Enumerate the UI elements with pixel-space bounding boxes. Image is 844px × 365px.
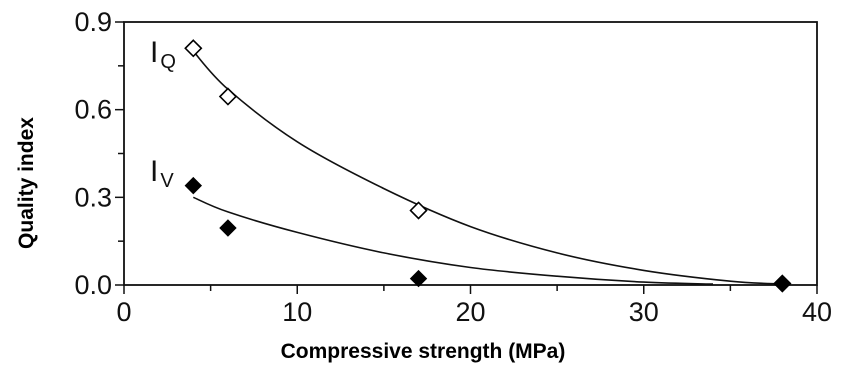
point-iv <box>409 269 428 288</box>
data-points <box>184 39 792 293</box>
x-tick-label: 0 <box>116 297 131 327</box>
y-tick-label: 0.9 <box>74 7 112 37</box>
trend-line-iq <box>192 50 783 285</box>
ticks: 0 10 20 30 40 0.0 0.3 0.6 0.9 <box>74 7 832 327</box>
x-tick-label: 10 <box>282 297 312 327</box>
trend-line-iv <box>192 196 714 285</box>
y-tick-label: 0.0 <box>74 270 112 300</box>
x-axis-title: Compressive strength (MPa) <box>281 340 566 363</box>
x-tick-label: 40 <box>802 297 832 327</box>
point-iv <box>219 219 237 237</box>
series-labels: I QI V <box>150 36 176 192</box>
point-iq <box>218 87 238 106</box>
point-iq <box>409 201 428 220</box>
axes <box>123 21 818 286</box>
y-tick-label: 0.6 <box>74 95 112 125</box>
x-tick-label: 20 <box>455 297 485 327</box>
plot-frame <box>123 21 818 286</box>
series-label-main: I <box>150 155 158 188</box>
y-tick-label: 0.3 <box>74 182 112 212</box>
series-label-subscript: V <box>160 170 174 192</box>
series-label-main: I <box>150 36 158 69</box>
series-label-subscript: Q <box>160 51 176 73</box>
y-axis-title: Quality index <box>15 117 38 249</box>
trend-lines <box>192 50 783 285</box>
point-iq <box>184 39 203 58</box>
point-iv <box>184 176 203 195</box>
x-tick-label: 30 <box>629 297 659 327</box>
point-iv <box>773 274 792 293</box>
